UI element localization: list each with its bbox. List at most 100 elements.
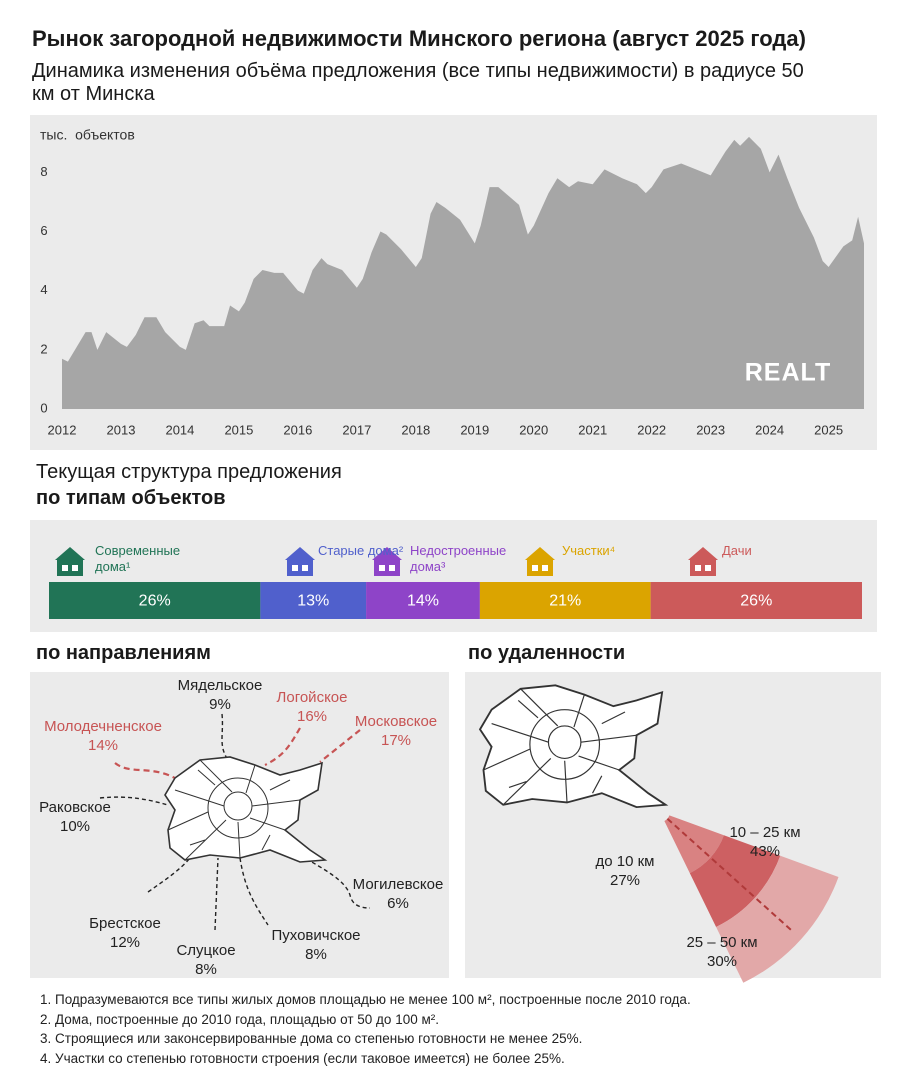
legend-icon [372, 547, 402, 560]
subtitle: Динамика изменения объёма предложения (в… [32, 60, 804, 105]
distance-label: до 10 км [596, 853, 655, 870]
value-label: 8% [305, 946, 327, 963]
bar-segment [479, 582, 651, 619]
value-label: 6% [387, 895, 409, 912]
x-tick-label: 2020 [519, 422, 548, 437]
direction-label: Брестское [89, 915, 161, 932]
bar-segment [49, 582, 261, 619]
legend-icon [690, 560, 716, 576]
legend-label: Старые дома² [318, 543, 404, 558]
legend-icon [55, 547, 85, 560]
direction-label: Молодечненское [44, 718, 162, 735]
direction-label: Мядельское [178, 677, 263, 694]
legend-icon [688, 547, 718, 560]
distance-label: 10 – 25 км [729, 824, 800, 841]
value-label: 14% [88, 737, 118, 754]
x-tick-label: 2023 [696, 422, 725, 437]
legend-icon [292, 565, 298, 571]
y-axis-label: тыс. объектов [40, 127, 135, 143]
distance-sector [664, 815, 724, 874]
route [214, 857, 219, 931]
footnote: 4. Участки со степенью готовности строен… [40, 1050, 565, 1066]
legend-icon [287, 560, 313, 576]
legend-label: Недостроенные дома³ [410, 543, 507, 574]
x-tick-label: 2024 [755, 422, 784, 437]
direction-label: Слуцкое [176, 942, 235, 959]
legend-label: Дачи [722, 543, 752, 558]
y-tick-label: 6 [40, 223, 47, 238]
value-label: 16% [297, 708, 327, 725]
value-label: 26% [740, 593, 772, 610]
axis-line [666, 817, 795, 934]
footnotes: 1. Подразумеваются все типы жилых домов … [40, 990, 691, 1068]
x-tick-label: 2014 [165, 422, 194, 437]
x-tick-label: 2017 [342, 422, 371, 437]
route [221, 713, 229, 761]
y-tick-label: 8 [40, 164, 47, 179]
legend-icon [527, 560, 553, 576]
x-tick-label: 2015 [224, 422, 253, 437]
x-tick-label: 2019 [460, 422, 489, 437]
logo: REALT [745, 359, 831, 387]
x-tick-label: 2025 [814, 422, 843, 437]
bar-segment [650, 582, 862, 619]
route [147, 857, 191, 893]
value-label: 14% [407, 593, 439, 610]
direction-label: Пуховичское [271, 927, 360, 944]
y-tick-label: 0 [40, 400, 47, 415]
legend-icon [62, 565, 68, 571]
section-title: по направлениям [36, 642, 211, 664]
area [62, 136, 864, 409]
x-tick-label: 2012 [48, 422, 77, 437]
distance-sector [716, 855, 839, 983]
value-label: 17% [381, 732, 411, 749]
route [299, 854, 371, 909]
y-tick-label: 2 [40, 341, 47, 356]
value-label: 26% [139, 593, 171, 610]
legend-icon [532, 565, 538, 571]
legend-icon [389, 565, 395, 571]
value-label: 43% [750, 843, 780, 860]
direction-label: Раковское [39, 799, 111, 816]
legend-icon [302, 565, 308, 571]
value-label: 12% [110, 934, 140, 951]
value-label: 10% [60, 818, 90, 835]
value-label: 9% [209, 696, 231, 713]
footnote: 1. Подразумеваются все типы жилых домов … [40, 992, 691, 1007]
legend-icon [525, 547, 555, 560]
legend-icon [57, 560, 83, 576]
legend-icon [72, 565, 78, 571]
legend-icon [695, 565, 701, 571]
bar-segment [260, 582, 367, 619]
footnote: 2. Дома, построенные до 2010 года, площа… [40, 1011, 439, 1027]
value-label: 13% [297, 593, 329, 610]
x-tick-label: 2018 [401, 422, 430, 437]
x-tick-label: 2013 [107, 422, 136, 437]
value-label: 21% [549, 593, 581, 610]
value-label: 27% [610, 872, 640, 889]
distance-sector [689, 835, 781, 927]
distance-label: 25 – 50 км [686, 934, 757, 951]
title: Рынок загородной недвижимости Минского р… [32, 26, 806, 51]
legend-icon [285, 547, 315, 560]
x-tick-label: 2021 [578, 422, 607, 437]
route [264, 727, 301, 766]
section-title: по удаленности [468, 642, 626, 664]
x-tick-label: 2022 [637, 422, 666, 437]
direction-label: Логойское [277, 689, 348, 706]
legend-icon [542, 565, 548, 571]
route [99, 796, 169, 806]
x-tick-label: 2016 [283, 422, 312, 437]
legend-label: Современные дома¹ [95, 543, 181, 574]
route [239, 857, 269, 926]
bar-segment [366, 582, 480, 619]
section-title: Текущая структура предложения [36, 461, 342, 483]
footnote: 3. Строящиеся или законсервированные дом… [40, 1031, 583, 1046]
legend-icon [379, 565, 385, 571]
legend-label: Участки⁴ [562, 543, 616, 558]
y-tick-label: 4 [40, 282, 47, 297]
route [114, 762, 176, 779]
route [319, 729, 361, 763]
